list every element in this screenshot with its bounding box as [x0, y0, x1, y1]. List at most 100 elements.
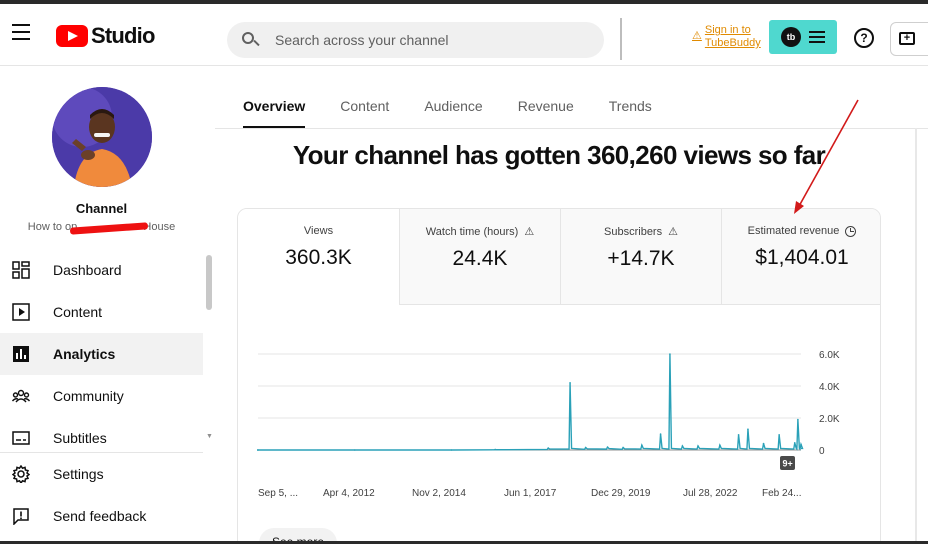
- sidebar-item-subtitles[interactable]: Subtitles: [0, 417, 203, 459]
- data-point: [494, 448, 496, 451]
- tab-content[interactable]: Content: [340, 98, 390, 114]
- sidebar-item-content[interactable]: Content: [0, 291, 203, 333]
- metric-watch-time[interactable]: Watch time (hours) ⚠ 24.4K: [399, 209, 560, 305]
- metric-estimated-revenue[interactable]: Estimated revenue $1,404.01: [721, 209, 880, 305]
- x-tick-label: Sep 5, ...: [258, 488, 298, 499]
- sidebar-item-label: Settings: [53, 466, 104, 482]
- sidebar-item-label: Community: [53, 388, 124, 404]
- channel-avatar[interactable]: [52, 87, 152, 187]
- views-line-chart[interactable]: 6.0K 4.0K 2.0K 0 Sep 5, ... Apr 4, 2012 Nov 2,…: [238, 209, 881, 544]
- metric-label: Watch time (hours): [425, 225, 519, 238]
- data-point: [762, 442, 765, 445]
- x-tick-label: Dec 29, 2019: [591, 488, 651, 499]
- data-point: [719, 444, 721, 446]
- create-video-icon: +: [899, 32, 915, 45]
- content-icon: [12, 303, 30, 321]
- sidebar-item-community[interactable]: Community: [0, 375, 203, 417]
- logo-text: Studio: [91, 23, 155, 48]
- data-point: [606, 446, 609, 448]
- data-point: [622, 446, 624, 449]
- tab-overview[interactable]: Overview: [243, 98, 306, 129]
- sidebar-scrollbar[interactable]: [206, 255, 212, 310]
- see-more-button[interactable]: See more: [259, 528, 337, 544]
- x-tick-label: Jul 28, 2022: [683, 488, 738, 499]
- data-point: [353, 449, 356, 451]
- warning-icon: ⚠: [668, 226, 678, 238]
- events-badge: [780, 456, 795, 470]
- help-icon[interactable]: ?: [854, 28, 874, 48]
- events-badge-label: 9+: [783, 459, 793, 469]
- menu-lines-icon: [809, 28, 825, 46]
- data-point: [800, 443, 802, 446]
- x-tick-label: Apr 4, 2012: [323, 488, 375, 499]
- sidebar-item-settings[interactable]: Settings: [0, 453, 203, 495]
- data-point: [584, 446, 587, 449]
- right-panel-edge: [915, 128, 917, 544]
- metric-value: 360.3K: [285, 246, 352, 269]
- warning-icon: ⚠: [524, 226, 535, 238]
- tubebuddy-logo-icon: tb: [781, 27, 801, 47]
- hamburger-menu-icon[interactable]: [12, 24, 34, 42]
- left-sidebar: Channel How to op House Dashboard Conten…: [0, 67, 215, 544]
- metric-label: Views: [303, 225, 334, 237]
- sidebar-nav: Dashboard Content Analytics Community Su…: [0, 249, 203, 459]
- tab-revenue[interactable]: Revenue: [517, 98, 574, 114]
- data-point: [547, 447, 550, 449]
- warning-icon: ⚠: [692, 30, 702, 42]
- data-point: [257, 449, 259, 451]
- gear-icon: [12, 465, 30, 483]
- window-top-border: [0, 0, 928, 4]
- metric-value: $1,404.01: [755, 246, 849, 269]
- y-tick-label: 2.0K: [819, 414, 840, 425]
- metric-label: Subscribers: [604, 225, 663, 238]
- data-point: [569, 382, 571, 384]
- data-point: [797, 418, 799, 421]
- tubebuddy-signin-link[interactable]: ⚠ Sign in to TubeBuddy: [692, 24, 761, 50]
- analytics-tabs: Overview Content Audience Revenue Trends: [243, 98, 687, 129]
- sidebar-item-label: Dashboard: [53, 262, 122, 278]
- community-icon: [12, 389, 30, 403]
- subtitles-icon: [12, 431, 30, 445]
- tubebuddy-signin-line1: Sign in to: [704, 24, 751, 36]
- y-tick-label: 6.0K: [819, 350, 840, 361]
- metric-subscribers[interactable]: Subscribers ⚠ +14.7K: [560, 209, 721, 305]
- tabs-divider: [215, 128, 928, 129]
- x-tick-label: Feb 24...: [762, 488, 801, 499]
- data-point: [778, 434, 780, 436]
- search-icon[interactable]: [241, 31, 260, 49]
- tab-trends[interactable]: Trends: [608, 98, 652, 114]
- youtube-play-icon: [56, 25, 88, 47]
- dashboard-icon: [12, 261, 30, 279]
- tab-audience[interactable]: Audience: [424, 98, 483, 114]
- x-tick-label: Nov 2, 2014: [412, 488, 466, 499]
- y-tick-label: 4.0K: [819, 382, 840, 393]
- metric-label: Estimated revenue: [747, 225, 840, 237]
- create-button[interactable]: +: [890, 22, 928, 56]
- header-divider: [620, 18, 622, 60]
- overview-card: Views 360.3K Watch time (hours) ⚠ 24.4K S…: [237, 208, 881, 544]
- top-app-bar: Studio ⚠ Sign in to TubeBuddy tb ? +: [0, 4, 928, 66]
- y-tick-label: 0: [819, 446, 825, 457]
- sidebar-item-label: Subtitles: [53, 430, 107, 446]
- channel-name-end: House: [143, 221, 176, 233]
- tubebuddy-menu-button[interactable]: tb: [769, 20, 837, 54]
- search-bar[interactable]: [227, 22, 604, 58]
- views-headline: Your channel has gotten 360,260 views so…: [292, 140, 826, 170]
- metric-value: 24.4K: [452, 247, 508, 270]
- metric-value: +14.7K: [607, 247, 675, 270]
- search-input[interactable]: [275, 32, 575, 48]
- sidebar-item-label: Send feedback: [53, 508, 147, 524]
- studio-logo[interactable]: Studio: [56, 23, 155, 49]
- data-point: [641, 444, 643, 446]
- data-point: [793, 442, 796, 444]
- sidebar-item-dashboard[interactable]: Dashboard: [0, 249, 203, 291]
- window-bottom-border: [0, 541, 928, 544]
- metric-views[interactable]: Views 360.3K: [238, 209, 399, 305]
- scroll-down-icon[interactable]: ▼: [206, 433, 213, 440]
- sidebar-item-feedback[interactable]: Send feedback: [0, 495, 203, 537]
- views-series-line: [257, 353, 804, 451]
- channel-name-start: How to op: [27, 221, 78, 233]
- sidebar-item-analytics[interactable]: Analytics: [0, 333, 203, 375]
- clock-icon: [845, 225, 857, 237]
- data-point: [659, 433, 662, 435]
